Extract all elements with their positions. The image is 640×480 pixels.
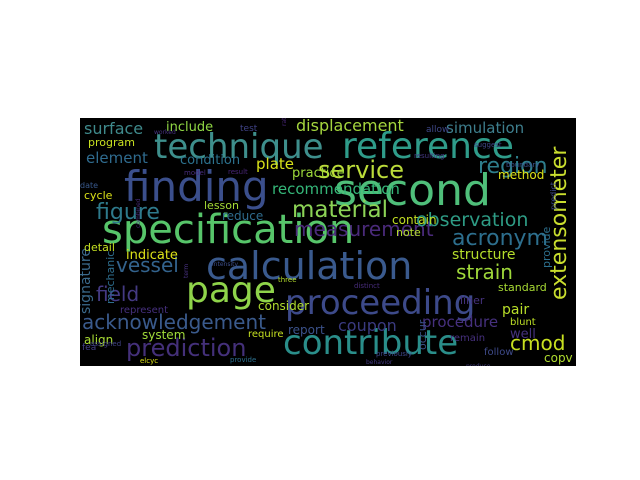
word-structure: structure [452,247,516,263]
word-extensometer: extensometer [547,146,572,300]
word-cloud-canvas: technique reference finding secondspecifica… [80,118,576,366]
word-observation: observation [416,209,528,231]
word-rate: rate [281,118,288,126]
word-figure: figure [96,200,160,225]
word-vessel: vessel [116,253,179,277]
word-pair: pair [502,302,529,318]
word-service: service [318,156,404,184]
word-practice: practice [292,166,345,181]
word-lesson: lesson [204,199,239,212]
word-displacement: displacement [296,118,404,135]
word-suggest: suggest [474,141,502,149]
word-date: date [80,181,98,190]
word-three: three [278,276,297,284]
word-proceeding: proceeding [285,283,475,323]
word-contribute: contribute [283,323,458,363]
word-program: program [88,136,135,149]
word-coupon: coupon [338,316,397,335]
word-test: test [240,124,258,134]
word-combined: combined [135,198,142,228]
word-signature: signature [80,248,94,314]
word-reference: reference [342,126,514,167]
word-material: material [292,197,388,223]
word-liner: liner [460,294,485,307]
word-worked: worked [154,129,176,136]
word-term: term [183,264,190,278]
word-distinct: distinct [354,282,380,290]
word-include: include [166,120,213,135]
word-technique: technique [154,127,324,167]
word-system: system [142,328,185,342]
word-method: method [498,168,544,182]
word-page: page [186,270,276,311]
word-resulting: resulting [414,152,445,160]
word-finding: finding [124,162,269,211]
word-acronym: acronym [452,226,548,251]
word-indicate: indicate [126,248,178,263]
word-prediction: prediction [126,334,246,362]
word-result: result [228,168,248,176]
word-intensity: intensity [212,261,238,268]
word-behavior: behavior [366,359,393,366]
word-cycle: cycle [84,189,113,202]
word-blunt: blunt [510,317,536,328]
word-produce: produce [466,363,491,366]
word-simulation: simulation [446,119,524,137]
word-cloud: technique reference finding second specifica… [80,118,576,366]
word-allow: allow [426,125,449,135]
word-occur: occur [416,319,429,350]
word-assigned: assigned [90,340,121,348]
word-calculation: calculation [206,244,412,288]
word-provide: provide [540,226,553,268]
word-standard: standard [498,281,547,294]
word-reduce: reduce [222,209,263,223]
word-recommendation: recommendation [272,180,400,198]
word-cmod: cmod [510,331,565,355]
word-previously: previously [376,350,412,358]
word-consider: consider [258,299,309,313]
word-contain: contain [392,213,437,227]
word-provide: provide [230,356,256,364]
word-mechanic: mechanic [104,251,117,304]
word-remain: remain [450,333,485,344]
word-detail: detail [84,241,115,254]
word-measurement: measurement [294,217,434,241]
word-well: well [510,327,536,342]
word-copv: copv [544,351,573,365]
word-require: require [248,329,284,340]
word-element: element [86,149,148,167]
word-specification: specification [102,207,354,253]
word-cloud-background [80,118,576,366]
word-predict: predict [549,182,558,210]
word-acknowledgement: acknowledgement [82,310,266,334]
word-boundary: boundary [506,161,539,169]
word-second: second [334,165,491,216]
word-model: model [184,169,206,177]
word-follow: follow [484,347,514,358]
word-procedure: procedure [422,313,498,331]
word-field: field [96,282,139,306]
word-note: note [396,226,421,239]
word-surface: surface [84,119,143,138]
word-fea: fea [82,343,96,353]
word-plate: plate [256,155,294,173]
word-elcyc: elcyc [140,357,158,365]
word-condition: condition [180,153,240,168]
word-represent: represent [120,305,168,316]
word-report: report [288,323,325,337]
word-align: align [84,333,113,347]
word-region: region [478,154,548,179]
word-strain: strain [456,260,513,284]
